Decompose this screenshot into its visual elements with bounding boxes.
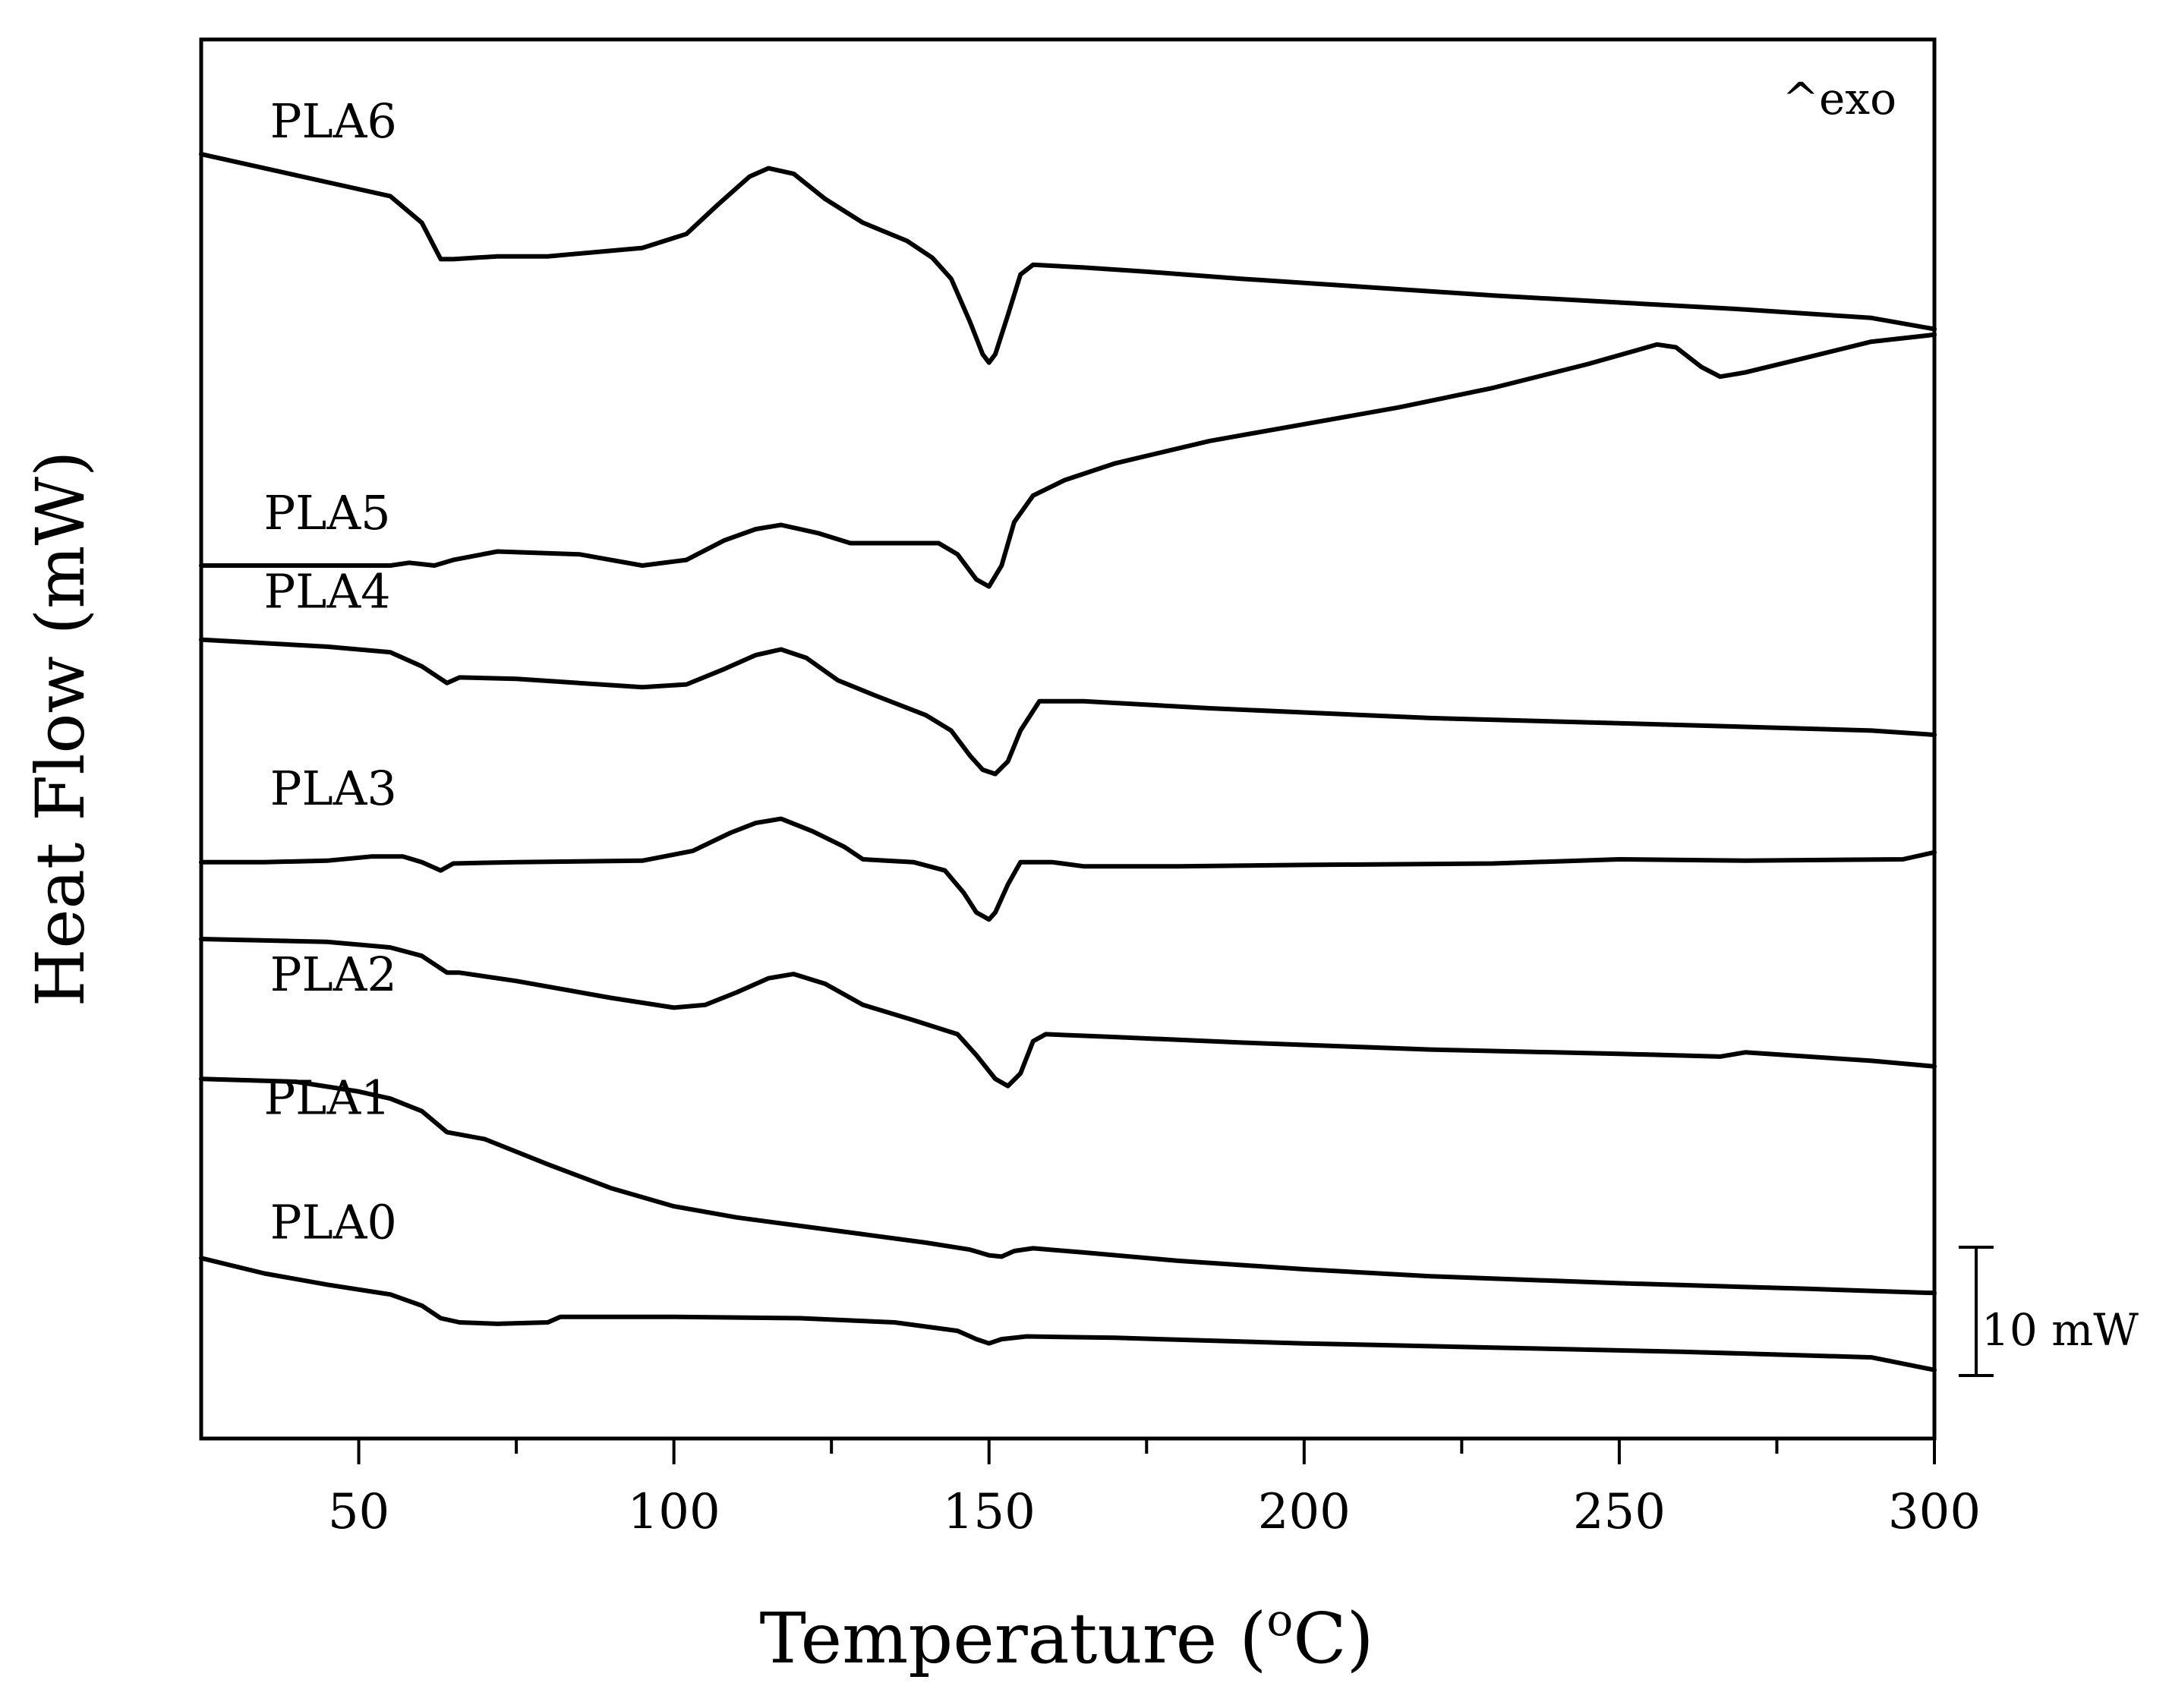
- scale-bar-label: 10 mW: [1981, 1304, 2139, 1356]
- x-axis-title: Temperature (oC): [759, 1594, 1373, 1679]
- x-tick-label: 300: [1888, 1484, 1981, 1540]
- x-axis-title-unit: C): [1293, 1598, 1373, 1679]
- x-tick-label: 100: [628, 1484, 720, 1540]
- x-tick-label: 150: [943, 1484, 1036, 1540]
- series-line-pla0: [199, 1256, 1937, 1372]
- plot-frame: [199, 37, 1937, 1441]
- x-tick-label: 200: [1258, 1484, 1351, 1540]
- series-label-pla3: PLA3: [270, 761, 397, 816]
- series-label-pla6: PLA6: [270, 93, 397, 149]
- series-label-pla4: PLA4: [263, 563, 390, 619]
- series-line-pla4: [199, 637, 1937, 777]
- series-line-pla5: [199, 332, 1937, 589]
- x-axis-ticks: 50 100 150 200 250 300: [328, 1439, 1981, 1540]
- series-line-pla2: [199, 937, 1937, 1089]
- series-label-group: PLA6 PLA5 PLA4 PLA3 PLA2 PLA1 PLA0: [263, 93, 396, 1250]
- x-axis-title-degree: o: [1266, 1594, 1293, 1646]
- x-tick-label: 50: [328, 1484, 389, 1540]
- y-axis-title: Heat Flow (mW): [21, 451, 99, 1007]
- series-label-pla2: PLA2: [270, 947, 397, 1002]
- series-line-pla1: [199, 1076, 1937, 1296]
- series-label-pla0: PLA0: [270, 1195, 397, 1250]
- x-tick-label: 250: [1573, 1484, 1666, 1540]
- series-label-pla5: PLA5: [263, 485, 390, 540]
- scale-bar: 10 mW: [1959, 1246, 2139, 1377]
- exo-annotation: ^exo: [1782, 73, 1896, 124]
- series-line-pla6: [199, 152, 1937, 365]
- x-axis-title-main: Temperature (: [759, 1598, 1266, 1679]
- series-label-pla1: PLA1: [263, 1070, 390, 1125]
- series-line-pla3: [199, 816, 1937, 922]
- series-group: [199, 152, 1937, 1372]
